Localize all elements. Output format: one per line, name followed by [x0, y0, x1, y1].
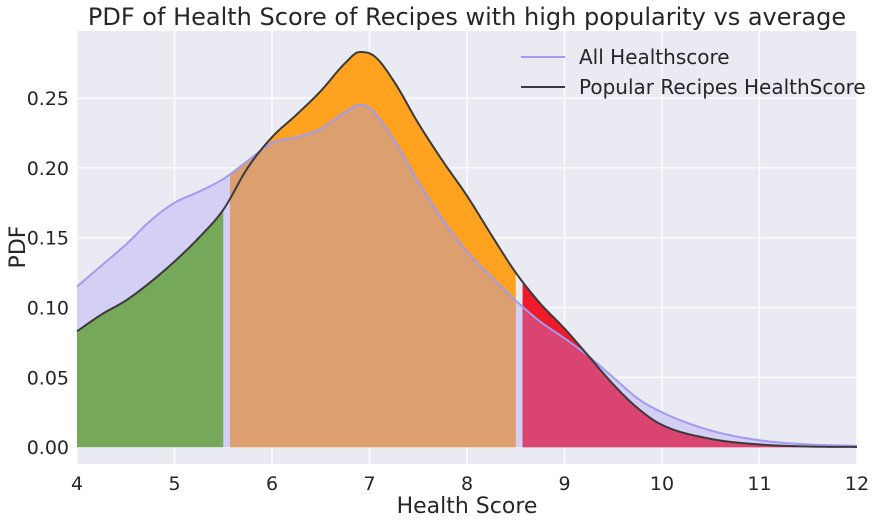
- y-tick-label: 0.25: [27, 88, 69, 110]
- x-tick-label: 11: [747, 473, 771, 495]
- y-tick-label: 0.15: [27, 228, 69, 250]
- series-lines: [76, 50, 858, 448]
- x-tick-label: 8: [461, 473, 473, 495]
- legend: All Healthscore Popular Recipes HealthSc…: [521, 45, 866, 99]
- shaded-region-4: [522, 306, 857, 448]
- y-tick-label: 0.05: [27, 367, 69, 389]
- x-tick-label: 12: [845, 473, 869, 495]
- x-tick-label: 6: [266, 473, 278, 495]
- chart-title: PDF of Health Score of Recipes with high…: [88, 3, 846, 31]
- legend-label-popular-recipes: Popular Recipes HealthScore: [579, 75, 866, 99]
- shaded-region-2: [230, 105, 516, 448]
- y-tick-label: 0.00: [27, 437, 69, 459]
- legend-label-all-healthscore: All Healthscore: [579, 45, 730, 69]
- shaded-areas: [77, 51, 857, 448]
- line-all-healthscore: [76, 104, 858, 447]
- x-tick-label: 10: [650, 473, 674, 495]
- y-tick-labels: 0.00 0.05 0.10 0.15 0.20 0.25: [27, 88, 69, 459]
- x-tick-labels: 4 5 6 7 8 9 10 11 12: [71, 473, 869, 495]
- y-tick-label: 0.20: [27, 158, 69, 180]
- y-axis-label: PDF: [6, 226, 31, 269]
- y-tick-label: 0.10: [27, 298, 69, 320]
- x-axis-label: Health Score: [397, 494, 538, 519]
- shaded-region-0: [77, 209, 224, 448]
- x-tick-label: 7: [363, 473, 375, 495]
- x-tick-label: 9: [558, 473, 570, 495]
- x-tick-label: 4: [71, 473, 83, 495]
- line-popular-recipes: [76, 50, 858, 448]
- x-tick-label: 5: [168, 473, 180, 495]
